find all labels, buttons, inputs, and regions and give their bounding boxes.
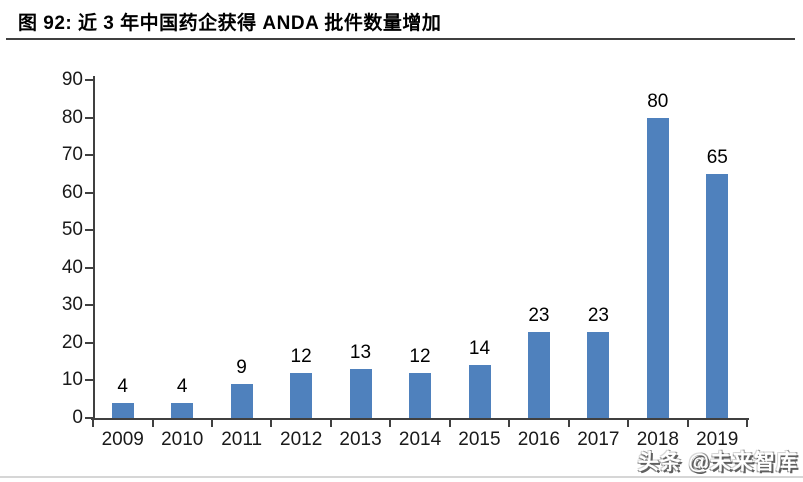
bar-value-2019: 65 bbox=[706, 147, 728, 168]
bar-2016 bbox=[527, 332, 550, 418]
bar-value-2012: 12 bbox=[290, 346, 312, 367]
watermark: 头条 @未来智库 bbox=[637, 451, 798, 474]
x-tick-7 bbox=[508, 420, 511, 427]
y-tick-label-80: 80 bbox=[61, 106, 83, 128]
y-tick-90 bbox=[85, 79, 93, 81]
bar-value-2018: 80 bbox=[647, 91, 669, 112]
y-axis-line bbox=[93, 76, 95, 420]
x-axis-line bbox=[91, 418, 749, 420]
y-tick-label-60: 60 bbox=[61, 181, 83, 203]
bar-value-2010: 4 bbox=[176, 376, 188, 397]
bar-2014 bbox=[409, 373, 431, 418]
x-tick-6 bbox=[448, 420, 451, 427]
x-tick-8 bbox=[567, 420, 570, 427]
bar-value-2014: 12 bbox=[409, 346, 431, 367]
bar-value-2013: 13 bbox=[349, 342, 372, 363]
bar-2012 bbox=[290, 373, 313, 418]
bar-2009 bbox=[111, 403, 134, 418]
x-tick-label-2015: 2015 bbox=[458, 429, 501, 450]
bar-value-2011: 9 bbox=[236, 357, 247, 378]
x-tick-2 bbox=[210, 420, 213, 427]
y-tick-20 bbox=[85, 341, 93, 344]
x-tick-3 bbox=[270, 420, 273, 427]
y-tick-40 bbox=[85, 266, 93, 269]
x-tick-11 bbox=[746, 420, 748, 427]
y-tick-label-10: 10 bbox=[61, 369, 83, 391]
bar-value-2015: 14 bbox=[468, 338, 491, 359]
y-tick-label-30: 30 bbox=[61, 294, 83, 316]
figure-title: 图 92: 近 3 年中国药企获得 ANDA 批件数量增加 bbox=[18, 13, 442, 34]
y-tick-label-0: 0 bbox=[72, 407, 83, 428]
x-tick-0 bbox=[92, 420, 94, 427]
x-tick-label-2010: 2010 bbox=[161, 429, 204, 450]
x-tick-label-2017: 2017 bbox=[577, 429, 620, 450]
x-tick-label-2012: 2012 bbox=[280, 429, 323, 450]
y-tick-60 bbox=[85, 191, 93, 194]
y-tick-70 bbox=[85, 154, 93, 157]
x-tick-9 bbox=[627, 420, 630, 427]
bar-2011 bbox=[230, 384, 253, 418]
x-tick-4 bbox=[329, 420, 332, 427]
bar-2015 bbox=[468, 365, 491, 418]
x-tick-label-2013: 2013 bbox=[339, 429, 382, 450]
x-tick-label-2011: 2011 bbox=[221, 429, 263, 450]
bar-value-2017: 23 bbox=[587, 305, 609, 326]
y-tick-label-70: 70 bbox=[61, 144, 83, 166]
bottom-divider bbox=[0, 476, 803, 478]
y-tick-0 bbox=[85, 417, 93, 419]
x-tick-5 bbox=[389, 420, 392, 427]
y-tick-80 bbox=[85, 116, 93, 119]
x-tick-1 bbox=[151, 420, 154, 427]
x-tick-10 bbox=[686, 420, 689, 427]
bar-2017 bbox=[587, 332, 610, 418]
bar-2010 bbox=[171, 403, 194, 418]
bar-value-2016: 23 bbox=[528, 305, 550, 326]
y-tick-30 bbox=[85, 304, 93, 307]
bar-2018 bbox=[646, 118, 669, 418]
y-tick-label-20: 20 bbox=[61, 331, 83, 353]
x-tick-label-2019: 2019 bbox=[696, 429, 739, 450]
bar-2013 bbox=[349, 369, 372, 418]
bar-value-2009: 4 bbox=[117, 376, 128, 397]
x-tick-label-2009: 2009 bbox=[101, 429, 144, 450]
x-tick-label-2016: 2016 bbox=[517, 429, 561, 450]
y-tick-label-40: 40 bbox=[61, 256, 83, 278]
title-divider bbox=[6, 38, 795, 40]
x-tick-label-2014: 2014 bbox=[398, 429, 442, 450]
y-tick-50 bbox=[85, 229, 93, 232]
x-tick-label-2018: 2018 bbox=[636, 429, 679, 450]
y-tick-10 bbox=[85, 379, 93, 382]
y-tick-label-50: 50 bbox=[61, 219, 83, 241]
y-tick-label-90: 90 bbox=[61, 69, 83, 90]
bar-2019 bbox=[706, 174, 729, 418]
